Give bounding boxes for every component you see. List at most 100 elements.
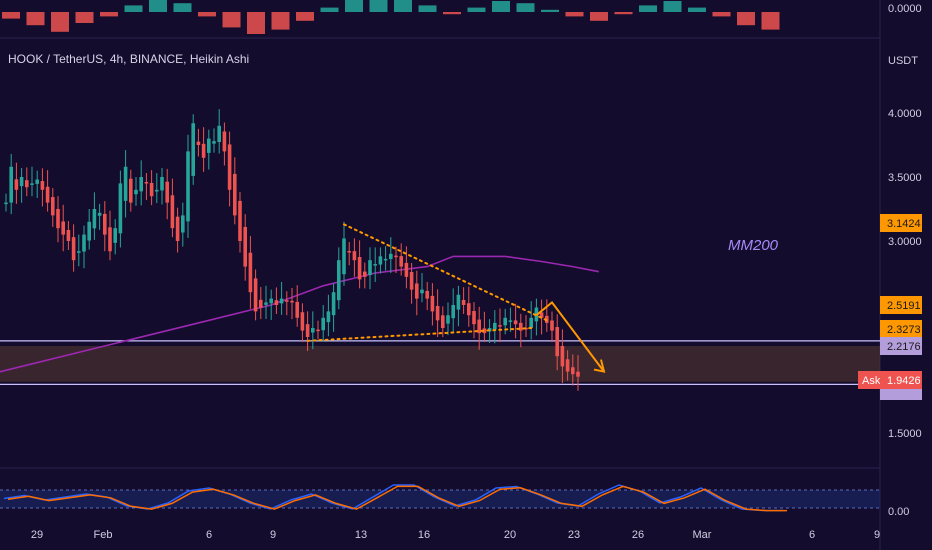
candle-body xyxy=(71,237,76,261)
candle-body xyxy=(461,299,466,305)
candle-body xyxy=(9,166,13,203)
candle-body xyxy=(196,141,201,145)
time-axis-tick: 6 xyxy=(809,529,815,541)
macd-histogram-bar xyxy=(614,12,633,15)
candle-body xyxy=(186,151,190,222)
macd-histogram-bar xyxy=(149,0,167,12)
chart-title: HOOK / TetherUS, 4h, BINANCE, Heikin Ash… xyxy=(8,52,250,66)
candle-body xyxy=(66,230,71,241)
candle-body xyxy=(399,256,403,267)
price-tag-2-5191: 2.5191 xyxy=(880,296,922,314)
time-axis-tick: 6 xyxy=(206,529,212,541)
candle-body xyxy=(108,227,112,252)
candle-body xyxy=(555,327,559,357)
candle-body xyxy=(550,320,554,331)
candle-body xyxy=(363,271,367,277)
candle-body xyxy=(519,322,523,331)
candle-body xyxy=(170,195,175,229)
candle-body xyxy=(357,257,362,280)
price-axis-tick: 3.0000 xyxy=(888,236,922,248)
stoch-d-line xyxy=(7,485,787,512)
candle-body xyxy=(4,202,8,205)
time-axis-tick: 29 xyxy=(31,529,43,541)
candle-body xyxy=(571,367,575,375)
projection-arrowhead xyxy=(593,359,606,373)
candle-body xyxy=(207,138,211,153)
ask-label: Ask xyxy=(862,375,881,387)
candle-body xyxy=(35,179,39,184)
ask-price-tag: Ask 1.9426 xyxy=(858,371,922,400)
candle-body xyxy=(425,290,429,299)
candle-body xyxy=(321,317,325,331)
macd-histogram-bar xyxy=(761,12,780,30)
candle-body xyxy=(222,131,227,152)
macd-histogram-bar xyxy=(198,12,216,17)
candle-body xyxy=(19,177,24,187)
time-axis-tick: 16 xyxy=(418,529,430,541)
macd-histogram-bar xyxy=(712,12,731,17)
candle-body xyxy=(409,271,414,290)
candle-body xyxy=(181,215,185,233)
candle-body xyxy=(134,189,138,195)
ask-value: 1.9426 xyxy=(887,375,921,387)
candle-body xyxy=(103,213,107,235)
macd-histogram-bar xyxy=(639,5,657,12)
candle-body xyxy=(217,125,221,143)
candle-body xyxy=(498,325,502,327)
time-axis-tick: 20 xyxy=(504,529,516,541)
price-tag-2-2176: 2.2176 xyxy=(880,337,922,355)
price-tag-text: 2.5191 xyxy=(887,300,921,312)
candle-body xyxy=(477,319,481,334)
candle-body xyxy=(347,250,351,253)
mm200-annotation: MM200 xyxy=(728,237,779,254)
candle-body xyxy=(123,166,128,201)
price-tag-text: 2.3273 xyxy=(887,324,921,336)
drawing-layer[interactable] xyxy=(306,223,606,373)
time-axis-tick: 13 xyxy=(355,529,367,541)
candle-body xyxy=(30,183,34,185)
support-zone xyxy=(0,345,880,382)
macd-histogram-bar xyxy=(369,0,388,12)
macd-histogram-bar xyxy=(492,1,510,12)
candle-body xyxy=(435,305,440,321)
price-axis-tick: 4.0000 xyxy=(888,108,922,120)
macd-histogram-bar xyxy=(565,12,584,17)
candle-body xyxy=(285,300,289,302)
macd-histogram-bar xyxy=(516,3,535,12)
price-tag-2-3273: 2.3273 xyxy=(880,320,922,338)
candle-body xyxy=(113,228,117,243)
candle-body xyxy=(441,315,445,329)
time-axis[interactable]: 29 Feb 6 9 13 16 20 23 26 Mar 6 9 xyxy=(31,529,880,541)
macd-histogram-bar xyxy=(345,0,363,12)
price-tag-text: 3.1424 xyxy=(887,218,921,230)
mm200-line xyxy=(0,255,599,373)
candle-body xyxy=(404,262,409,277)
macd-histogram-bar xyxy=(688,7,706,12)
candle-body xyxy=(92,209,97,229)
price-tag-bg xyxy=(880,214,922,232)
candle-body xyxy=(14,179,19,190)
candle-body xyxy=(311,328,315,333)
candle-body xyxy=(337,260,341,301)
candle-body xyxy=(233,173,237,216)
price-tag-text: 2.2176 xyxy=(887,341,921,353)
time-axis-tick: Mar xyxy=(693,529,712,541)
candle-body xyxy=(383,258,388,261)
candle-body xyxy=(77,251,81,253)
candle-body xyxy=(560,345,565,367)
ask-value-bg xyxy=(880,371,922,389)
time-axis-tick: 23 xyxy=(568,529,580,541)
candle-body xyxy=(25,180,29,188)
macd-histogram-bar xyxy=(541,9,559,12)
bottom-panel-zero-label: 0.00 xyxy=(888,506,909,518)
candle-body xyxy=(160,177,164,191)
candle-body xyxy=(529,317,533,328)
candle-body xyxy=(430,295,435,312)
candle-body xyxy=(539,312,544,318)
ma-layer xyxy=(0,255,599,373)
projection-arrow xyxy=(535,300,605,373)
candle-body xyxy=(326,311,331,323)
macd-histogram-bar xyxy=(590,12,608,21)
price-axis[interactable]: 4.0000 3.5000 3.0000 1.5000 xyxy=(888,108,922,440)
